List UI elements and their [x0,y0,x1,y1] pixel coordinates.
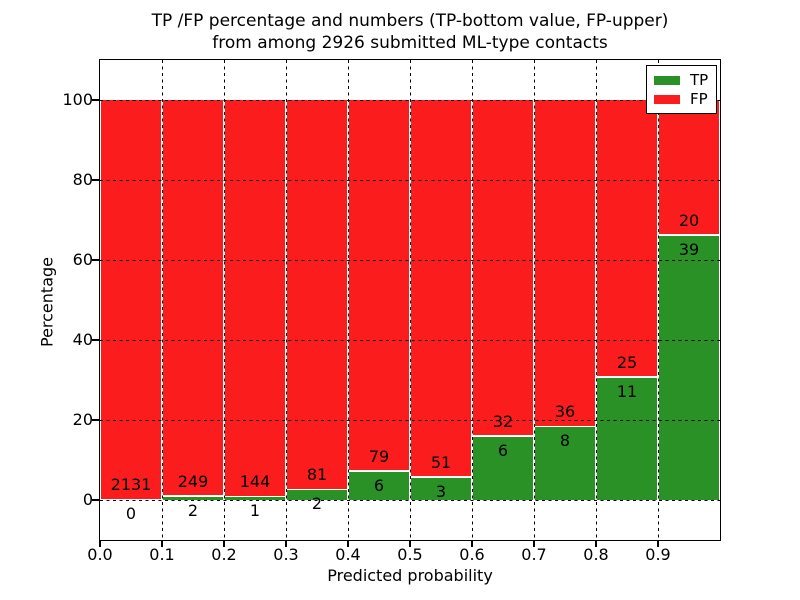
tp-count-label: 2 [311,494,323,514]
x-gridline [285,60,287,540]
x-tick-mark [533,541,535,547]
y-tick-label: 80 [72,170,93,189]
x-tick-mark [471,541,473,547]
tp-color-swatch [654,76,680,85]
x-axis-label: Predicted probability [327,566,493,585]
fp-count-label: 81 [306,465,328,485]
y-tick-mark [92,339,99,341]
legend-label-fp: FP [690,90,708,108]
tp-count-label: 1 [249,501,261,521]
tp-count-label: 2 [187,500,199,520]
x-tick-mark [657,541,659,547]
bar-tp-segment [349,471,409,500]
bar-tp-segment [287,490,347,500]
y-tick-mark [92,499,99,501]
x-tick-label: 0.3 [273,545,299,564]
legend-item-tp: TP [654,71,716,90]
y-tick-label: 60 [72,250,93,269]
y-tick-mark [92,259,99,261]
x-tick-label: 0.0 [87,545,113,564]
x-tick-mark [223,541,225,547]
x-tick-mark [285,541,287,547]
chart-title: TP /FP percentage and numbers (TP-bottom… [110,10,710,54]
fp-count-label: 144 [239,472,271,492]
bar-tp-segment [659,235,719,500]
y-tick-label: 0 [82,490,93,509]
x-tick-label: 0.1 [149,545,175,564]
x-gridline [657,60,659,540]
fp-count-label: 32 [492,411,514,431]
bar-tp-segment [597,377,657,500]
fp-count-label: 249 [177,471,209,491]
x-gridline [161,60,163,540]
bar-fp-segment [225,100,285,496]
bar-fp-segment [101,100,161,499]
x-gridline [533,60,535,540]
x-tick-label: 0.9 [645,545,671,564]
bar-tp-segment [473,436,533,500]
fp-count-label: 20 [678,210,700,230]
tp-count-label: 3 [435,481,447,501]
y-tick-mark [92,179,99,181]
bar-fp-segment [163,100,223,496]
chart-title-line1: TP /FP percentage and numbers (TP-bottom… [151,11,669,31]
x-gridline [409,60,411,540]
fp-color-swatch [654,95,680,104]
legend-label-tp: TP [690,71,709,89]
fp-count-label: 2131 [110,475,152,494]
bar-fp-segment [535,100,595,426]
x-tick-mark [347,541,349,547]
y-tick-label: 40 [72,330,93,349]
y-tick-mark [92,99,99,101]
bar-tp-segment [535,427,595,500]
x-tick-label: 0.7 [521,545,547,564]
fp-count-label: 51 [430,452,452,472]
bar-fp-segment [473,100,533,436]
x-tick-label: 0.2 [211,545,237,564]
x-tick-mark [99,541,101,547]
x-tick-mark [409,541,411,547]
bar-tp-segment [411,477,471,500]
y-tick-mark [92,419,99,421]
x-gridline [595,60,597,540]
y-tick-label: 100 [62,90,93,109]
bar-fp-segment [597,100,657,377]
x-tick-mark [595,541,597,547]
tp-count-label: 6 [373,475,385,495]
fp-count-label: 79 [368,446,390,466]
bar-fp-segment [287,100,347,489]
x-tick-label: 0.6 [459,545,485,564]
legend-item-fp: FP [654,90,716,109]
x-tick-label: 0.8 [583,545,609,564]
y-tick-label: 20 [72,410,93,429]
x-tick-label: 0.4 [335,545,361,564]
bar-tp-segment [163,496,223,500]
bar-tp-segment [225,497,285,500]
x-gridline [223,60,225,540]
tp-count-label: 0 [125,504,137,523]
fp-count-label: 36 [554,402,576,422]
tp-count-label: 39 [678,239,700,259]
x-gridline [347,60,349,540]
bar-fp-segment [659,100,719,235]
bar-fp-segment [349,100,409,471]
x-tick-label: 0.5 [397,545,423,564]
tp-count-label: 8 [559,431,571,451]
legend: TP FP [646,65,717,114]
x-tick-mark [161,541,163,547]
tp-count-label: 11 [616,381,638,401]
bar-fp-segment [411,100,471,477]
chart-title-line2: from among 2926 submitted ML-type contac… [212,33,608,53]
fp-count-label: 25 [616,352,638,372]
x-gridline [471,60,473,540]
tp-count-label: 6 [497,440,509,460]
